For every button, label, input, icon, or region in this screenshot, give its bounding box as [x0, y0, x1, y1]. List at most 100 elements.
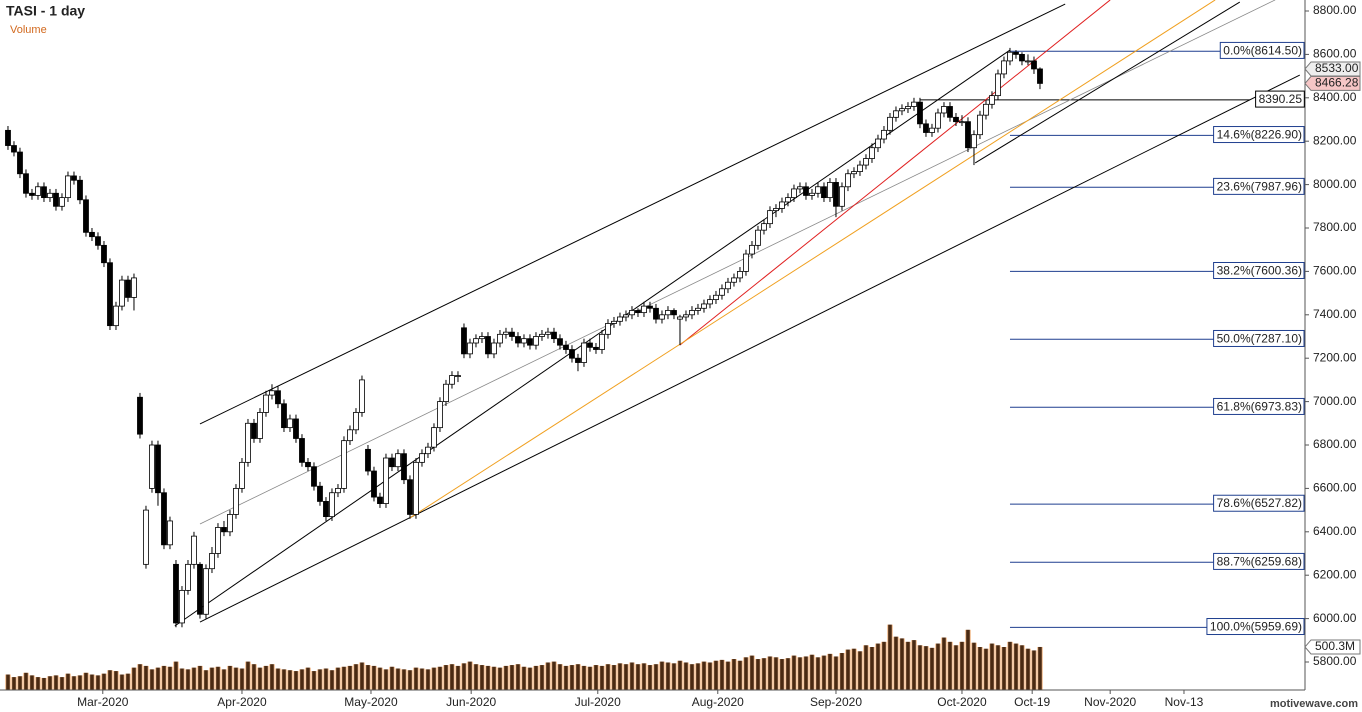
candle-body — [581, 342, 587, 363]
volume-bar — [1014, 643, 1018, 690]
y-tick-label: 7600.00 — [1313, 264, 1357, 278]
volume-bar — [678, 660, 682, 690]
candle-body — [347, 429, 353, 442]
volume-bar — [390, 666, 394, 690]
volume-bar — [498, 667, 502, 690]
x-tick-label: Sep-2020 — [810, 695, 862, 709]
volume-bar — [420, 668, 424, 690]
x-tick-label: Apr-2020 — [217, 695, 267, 709]
candle-body — [449, 375, 455, 385]
volume-bar — [444, 665, 448, 690]
candle-body — [941, 106, 947, 114]
candle-body — [11, 145, 17, 153]
volume-bar — [978, 647, 982, 690]
candle-body — [431, 427, 437, 448]
trend-line — [174, 49, 1011, 627]
x-tick-label: Oct-19 — [1014, 695, 1050, 709]
volume-bar — [126, 673, 130, 690]
volume-bar — [660, 661, 664, 690]
candle-body — [737, 270, 743, 279]
candle-body — [989, 95, 995, 105]
candle-body — [671, 310, 677, 316]
volume-bar — [258, 667, 262, 690]
y-tick-label: 6600.00 — [1313, 481, 1357, 495]
candle-body — [755, 229, 761, 246]
fib-label-box — [1213, 552, 1305, 570]
candle-body — [629, 310, 635, 316]
candle-body — [263, 394, 269, 413]
candle-body — [1001, 60, 1007, 75]
volume-bar — [534, 665, 538, 690]
volume-bar — [318, 669, 322, 690]
volume-bar — [750, 655, 754, 690]
y-tick-label: 6800.00 — [1313, 437, 1357, 451]
candle-body — [863, 158, 869, 166]
volume-bar — [894, 636, 898, 690]
volume-bar — [240, 668, 244, 690]
candle-body — [23, 173, 29, 194]
candle-body — [353, 412, 359, 431]
volume-bar — [780, 659, 784, 690]
candle-body — [809, 192, 815, 196]
candle-body — [929, 127, 935, 133]
x-tick-label: Mar-2020 — [77, 695, 129, 709]
candle-body — [191, 535, 197, 565]
candle-body — [317, 485, 323, 502]
volume-bar — [882, 641, 886, 690]
fib-label: 23.6%(7987.96) — [1217, 179, 1302, 193]
y-tick-label: 7800.00 — [1313, 220, 1357, 234]
candle-body — [785, 197, 791, 203]
candle-body — [1037, 68, 1043, 84]
volume-bar — [18, 676, 22, 690]
volume-bar — [1026, 648, 1030, 690]
candle-body — [413, 461, 419, 515]
volume-bar — [276, 668, 280, 690]
volume-bar — [930, 647, 934, 690]
candle-body — [71, 175, 77, 181]
candle-body — [959, 121, 965, 124]
volume-bar — [834, 656, 838, 690]
candle-body — [113, 305, 119, 327]
level-label: 8390.25 — [1259, 92, 1303, 106]
candle-body — [833, 182, 839, 207]
candle-body — [725, 281, 731, 290]
candle-body — [821, 186, 827, 199]
volume-bar — [756, 659, 760, 690]
volume-bar — [696, 663, 700, 690]
volume-bar — [486, 665, 490, 690]
x-tick-label: May-2020 — [344, 695, 398, 709]
volume-bar — [768, 656, 772, 690]
volume-bar — [630, 662, 634, 690]
volume-bar — [60, 677, 64, 690]
candle-body — [89, 231, 95, 238]
volume-bar — [204, 670, 208, 690]
volume-title: Volume — [10, 24, 47, 36]
candle-body — [677, 316, 683, 320]
candle-body — [707, 299, 713, 305]
volume-bar — [654, 664, 658, 690]
candle-body — [617, 316, 623, 322]
fib-label-box — [1219, 41, 1305, 59]
volume-bar — [66, 673, 70, 690]
volume-bar — [336, 667, 340, 690]
volume-bar — [312, 671, 316, 690]
y-tick-label: 7400.00 — [1313, 307, 1357, 321]
volume-bar — [252, 664, 256, 690]
volume-bar — [54, 675, 58, 690]
volume-bar — [162, 665, 166, 690]
volume-bar — [246, 661, 250, 690]
y-tick-label: 7000.00 — [1313, 394, 1357, 408]
candle-body — [689, 310, 695, 316]
candle-body — [275, 390, 281, 405]
volume-bar — [96, 675, 100, 690]
candle-body — [881, 129, 887, 140]
candle-body — [845, 173, 851, 188]
candle-body — [923, 123, 929, 133]
volume-bar — [360, 662, 364, 690]
candle-body — [869, 147, 875, 159]
candle-body — [227, 514, 233, 533]
candle-body — [41, 186, 47, 199]
candle-body — [365, 448, 371, 472]
candle-body — [641, 305, 647, 314]
